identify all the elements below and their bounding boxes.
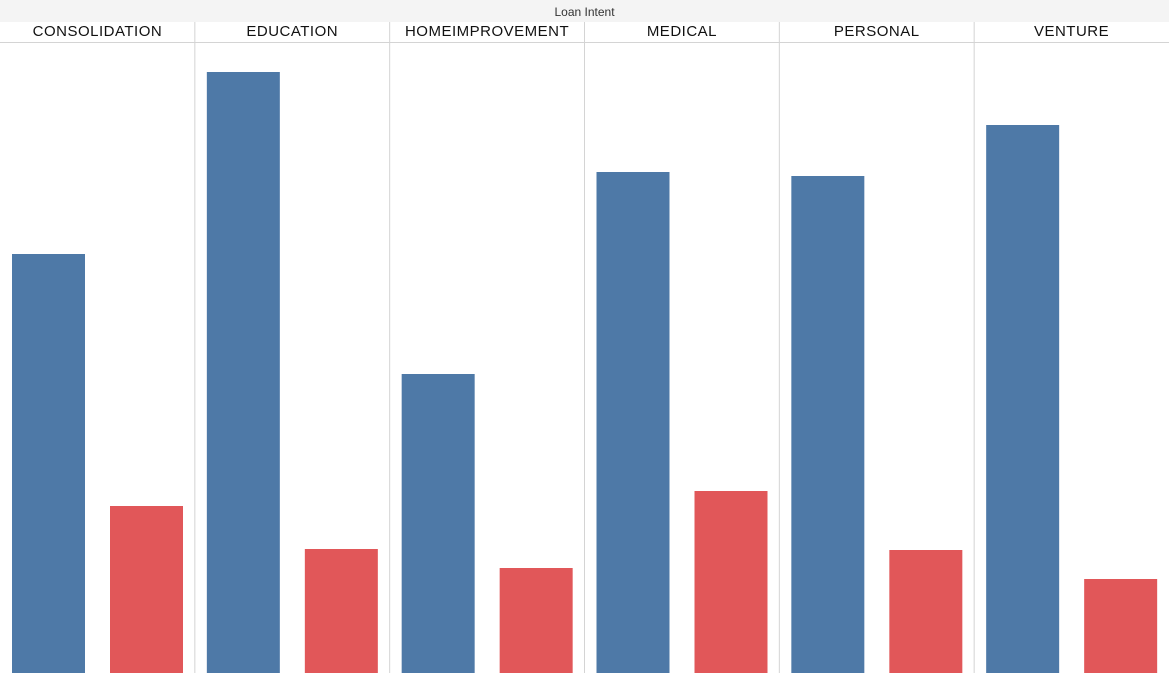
bar[interactable] xyxy=(986,125,1060,673)
category-header-row: CONSOLIDATION EDUCATION HOMEIMPROVEMENT MED… xyxy=(0,22,1169,43)
bar[interactable] xyxy=(694,491,768,673)
chart-title: Loan Intent xyxy=(0,0,1169,22)
bar[interactable] xyxy=(791,176,865,673)
bar[interactable] xyxy=(1084,579,1158,673)
bar[interactable] xyxy=(206,72,280,673)
category-header: EDUCATION xyxy=(246,23,339,40)
bar[interactable] xyxy=(401,374,475,673)
category-header: VENTURE xyxy=(1033,23,1110,40)
bar[interactable] xyxy=(304,549,378,673)
category-header: CONSOLIDATION xyxy=(32,23,163,40)
bar[interactable] xyxy=(499,568,573,673)
bar[interactable] xyxy=(12,254,85,673)
bar[interactable] xyxy=(110,506,183,673)
category-header: HOMEIMPROVEMENT xyxy=(404,23,570,40)
category-header: MEDICAL xyxy=(646,23,717,40)
bar[interactable] xyxy=(889,550,963,673)
category-header: PERSONAL xyxy=(833,23,920,40)
bar[interactable] xyxy=(596,172,670,673)
